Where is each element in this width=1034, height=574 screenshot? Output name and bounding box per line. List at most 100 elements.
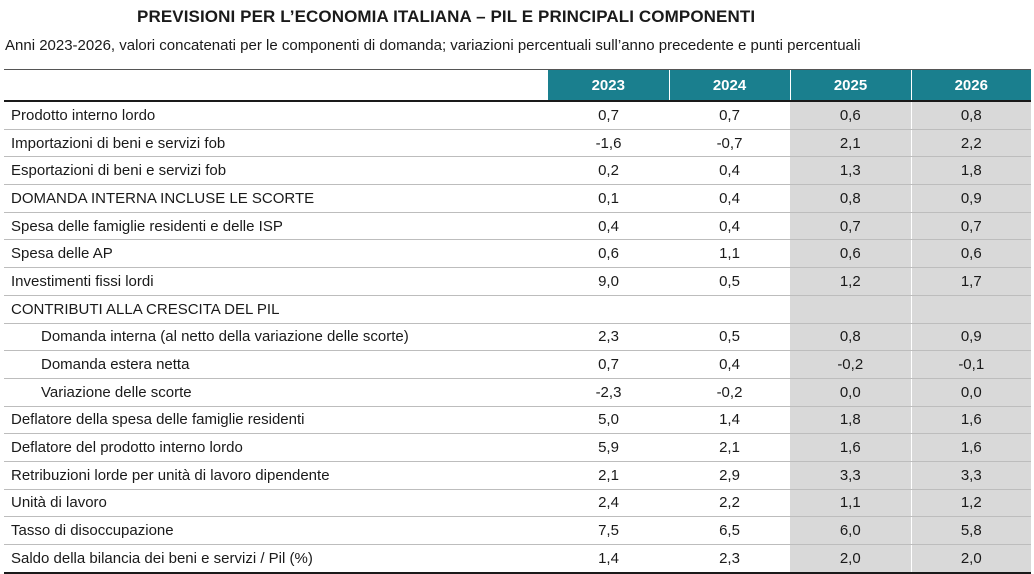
value-cell-2023: 0,4 (548, 212, 669, 241)
row-label: Esportazioni di beni e servizi fob (4, 156, 548, 186)
value-cell-2024: 1,4 (669, 406, 790, 435)
value-cell-2023: 7,5 (548, 516, 669, 545)
table-row: Investimenti fissi lordi 9,0 0,5 1,2 1,7 (4, 267, 1031, 296)
value-cell-2023: 0,7 (548, 350, 669, 379)
value-cell-2026: 1,2 (910, 489, 1031, 518)
value-cell-2025: 2,0 (790, 544, 911, 574)
table-row: Deflatore del prodotto interno lordo 5,9 2… (4, 433, 1031, 462)
value-cell-2024: -0,2 (669, 378, 790, 407)
value-cell-2026: 5,8 (910, 516, 1031, 545)
value-cell-2026: 0,7 (910, 212, 1031, 241)
value-cell-2023: 9,0 (548, 267, 669, 296)
value-cell-2023: 2,3 (548, 323, 669, 352)
value-cell-2023 (548, 295, 669, 324)
row-label: Spesa delle AP (4, 239, 548, 269)
row-label: Unità di lavoro (4, 489, 548, 518)
value-cell-2024: 6,5 (669, 516, 790, 545)
row-label: Variazione delle scorte (4, 378, 548, 407)
row-label: Prodotto interno lordo (4, 101, 548, 130)
value-cell-2023: 2,1 (548, 461, 669, 490)
table-row: Unità di lavoro 2,4 2,2 1,1 1,2 (4, 489, 1031, 518)
table-row: Domanda interna (al netto della variazio… (4, 323, 1031, 352)
value-cell-2023: -2,3 (548, 378, 669, 407)
value-cell-2024: 2,1 (669, 433, 790, 462)
value-cell-2025: 1,6 (790, 433, 911, 462)
value-cell-2023: 0,7 (548, 101, 669, 130)
value-cell-2024: 0,4 (669, 350, 790, 379)
value-cell-2024: 0,5 (669, 267, 790, 296)
table-row: CONTRIBUTI ALLA CRESCITA DEL PIL (4, 295, 1031, 324)
value-cell-2026: 3,3 (910, 461, 1031, 490)
value-cell-2026: 0,0 (910, 378, 1031, 407)
value-cell-2024 (669, 295, 790, 324)
value-cell-2024: 0,4 (669, 156, 790, 186)
value-cell-2025: -0,2 (790, 350, 911, 379)
value-cell-2025: 0,8 (790, 323, 911, 352)
value-cell-2024: 2,3 (669, 544, 790, 574)
value-cell-2024: 0,5 (669, 323, 790, 352)
table-row: Domanda estera netta 0,7 0,4 -0,2 -0,1 (4, 350, 1031, 379)
value-cell-2024: 0,4 (669, 184, 790, 213)
row-label: DOMANDA INTERNA INCLUSE LE SCORTE (4, 184, 548, 213)
value-cell-2025: 0,0 (790, 378, 911, 407)
table-row: Saldo della bilancia dei beni e servizi … (4, 544, 1031, 574)
value-cell-2026: 0,6 (910, 239, 1031, 269)
value-cell-2023: 1,4 (548, 544, 669, 574)
table-row: Prodotto interno lordo 0,7 0,7 0,6 0,8 (4, 101, 1031, 130)
value-cell-2023: 5,9 (548, 433, 669, 462)
value-cell-2026: 1,8 (910, 156, 1031, 186)
value-cell-2025: 2,1 (790, 129, 911, 158)
column-header-2025: 2025 (789, 69, 911, 102)
value-cell-2026 (910, 295, 1031, 324)
value-cell-2023: 0,2 (548, 156, 669, 186)
value-cell-2026: 1,6 (910, 406, 1031, 435)
row-label: Deflatore della spesa delle famiglie res… (4, 406, 548, 435)
column-header-2024: 2024 (668, 69, 790, 102)
row-label: Retribuzioni lorde per unità di lavoro d… (4, 461, 548, 490)
row-label: Deflatore del prodotto interno lordo (4, 433, 548, 462)
row-label: CONTRIBUTI ALLA CRESCITA DEL PIL (4, 295, 548, 324)
value-cell-2025: 1,1 (790, 489, 911, 518)
value-cell-2024: 1,1 (669, 239, 790, 269)
table-row: Deflatore della spesa delle famiglie res… (4, 406, 1031, 435)
value-cell-2024: 0,7 (669, 101, 790, 130)
column-header-2023: 2023 (548, 69, 669, 102)
row-label: Investimenti fissi lordi (4, 267, 548, 296)
value-cell-2024: -0,7 (669, 129, 790, 158)
table-row: Importazioni di beni e servizi fob -1,6 -0… (4, 129, 1031, 158)
value-cell-2026: 0,8 (910, 101, 1031, 130)
value-cell-2023: 0,1 (548, 184, 669, 213)
row-label: Tasso di disoccupazione (4, 516, 548, 545)
header-label-cell (4, 69, 548, 102)
table-subtitle: Anni 2023-2026, valori concatenati per l… (5, 37, 861, 54)
value-cell-2026: 1,7 (910, 267, 1031, 296)
header-row: 2023 2024 2025 2026 (4, 69, 1031, 102)
value-cell-2023: 5,0 (548, 406, 669, 435)
value-cell-2025: 0,7 (790, 212, 911, 241)
table-row: Spesa delle famiglie residenti e delle I… (4, 212, 1031, 241)
table-title: PREVISIONI PER L’ECONOMIA ITALIANA – PIL… (137, 7, 756, 26)
forecast-table: 2023 2024 2025 2026 Prodotto interno lor… (4, 69, 1031, 574)
value-cell-2026: -0,1 (910, 350, 1031, 379)
row-label: Domanda interna (al netto della variazio… (4, 323, 548, 352)
value-cell-2024: 2,9 (669, 461, 790, 490)
value-cell-2023: 0,6 (548, 239, 669, 269)
value-cell-2025: 0,6 (790, 101, 911, 130)
value-cell-2025: 0,6 (790, 239, 911, 269)
row-label: Domanda estera netta (4, 350, 548, 379)
value-cell-2025 (790, 295, 911, 324)
row-label: Importazioni di beni e servizi fob (4, 129, 548, 158)
value-cell-2025: 1,2 (790, 267, 911, 296)
row-label: Spesa delle famiglie residenti e delle I… (4, 212, 548, 241)
value-cell-2025: 3,3 (790, 461, 911, 490)
value-cell-2026: 0,9 (910, 184, 1031, 213)
value-cell-2026: 2,0 (910, 544, 1031, 574)
table-row: Tasso di disoccupazione 7,5 6,5 6,0 5,8 (4, 516, 1031, 545)
table-row: Spesa delle AP 0,6 1,1 0,6 0,6 (4, 239, 1031, 269)
column-header-2026: 2026 (910, 69, 1031, 102)
table-row: DOMANDA INTERNA INCLUSE LE SCORTE 0,1 0,4 0… (4, 184, 1031, 213)
value-cell-2026: 0,9 (910, 323, 1031, 352)
table-row: Variazione delle scorte -2,3 -0,2 0,0 0,0 (4, 378, 1031, 407)
value-cell-2025: 1,8 (790, 406, 911, 435)
value-cell-2023: 2,4 (548, 489, 669, 518)
